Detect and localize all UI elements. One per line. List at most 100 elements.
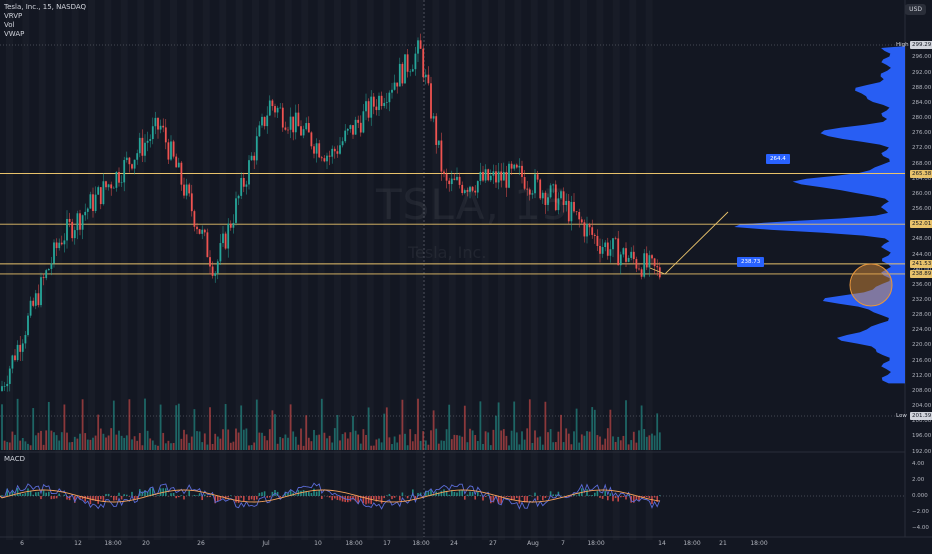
- candle: [97, 187, 99, 194]
- macd-histogram-bar: [441, 491, 443, 496]
- macd-pane-label[interactable]: MACD: [4, 455, 25, 463]
- volume-bar: [357, 434, 359, 450]
- candle: [420, 40, 422, 48]
- volume-bar: [212, 444, 214, 450]
- session-band: [170, 0, 177, 540]
- volume-bar: [490, 445, 492, 450]
- volume-bar: [339, 440, 341, 450]
- candle: [100, 187, 102, 204]
- volume-bar: [628, 444, 630, 450]
- volume-bar: [464, 406, 466, 450]
- candle: [51, 263, 53, 269]
- volume-bar: [446, 429, 448, 450]
- macd-histogram-bar: [534, 493, 536, 496]
- volume-bar: [157, 446, 159, 450]
- candle: [516, 165, 518, 168]
- volume-bar: [220, 439, 222, 450]
- macd-histogram-bar: [22, 494, 24, 496]
- volume-bar: [331, 443, 333, 450]
- candle: [412, 69, 414, 71]
- volume-bar: [399, 435, 401, 450]
- session-band: [482, 0, 489, 540]
- macd-histogram-bar: [537, 496, 539, 500]
- candle: [521, 166, 523, 177]
- indicator-vrvp[interactable]: VRVP: [4, 12, 86, 21]
- volume-bar: [636, 443, 638, 450]
- low-value-tag: 201.39: [910, 412, 932, 420]
- macd-histogram-bar: [402, 493, 404, 496]
- volume-bar: [495, 416, 497, 450]
- session-band: [449, 0, 456, 540]
- volume-bar: [560, 415, 562, 450]
- volume-bar: [92, 438, 94, 450]
- volume-bar: [82, 399, 84, 450]
- candle: [22, 343, 24, 351]
- candle: [370, 97, 372, 118]
- volume-bar: [363, 429, 365, 450]
- macd-histogram-bar: [194, 495, 196, 496]
- volume-bar: [409, 429, 411, 450]
- volume-bar: [248, 445, 250, 450]
- volume-bar: [581, 434, 583, 450]
- volume-bar: [448, 405, 450, 450]
- candle: [214, 273, 216, 276]
- candle: [1, 386, 3, 391]
- macd-histogram-bar: [461, 490, 463, 496]
- volume-bar: [441, 440, 443, 450]
- candle: [48, 269, 50, 270]
- indicator-vol[interactable]: Vol: [4, 21, 86, 30]
- volume-bar: [4, 441, 6, 450]
- session-band: [203, 0, 210, 540]
- volume-bar: [134, 436, 136, 450]
- volume-bar: [396, 443, 398, 450]
- candle: [417, 40, 419, 53]
- candle: [56, 242, 58, 248]
- volume-bar: [253, 443, 255, 450]
- candle: [134, 160, 136, 169]
- volume-bar: [264, 436, 266, 450]
- volume-bar: [324, 433, 326, 450]
- macd-histogram-bar: [243, 496, 245, 501]
- price-tick: 224.00: [912, 327, 931, 333]
- macd-histogram-bar: [391, 496, 393, 499]
- volume-bar: [368, 407, 370, 450]
- level-price-tag: 265.38: [910, 170, 932, 178]
- price-tick: 260.00: [912, 191, 931, 197]
- candle: [264, 117, 266, 126]
- volume-bar: [25, 441, 27, 450]
- volume-bar: [415, 434, 417, 450]
- volume-bar: [334, 428, 336, 450]
- volume-bar: [318, 435, 320, 450]
- macd-histogram-bar: [464, 496, 466, 500]
- volume-bar: [373, 446, 375, 450]
- candle: [625, 248, 627, 262]
- volume-bar: [438, 444, 440, 450]
- volume-bar: [71, 442, 73, 450]
- indicator-vwap[interactable]: VWAP: [4, 30, 86, 39]
- volume-bar: [35, 435, 37, 450]
- candle: [113, 188, 115, 189]
- candle: [225, 234, 227, 249]
- candle: [381, 96, 383, 106]
- candle: [142, 138, 144, 156]
- currency-badge[interactable]: USD: [905, 4, 926, 15]
- volume-bar: [27, 444, 29, 450]
- candle: [357, 120, 359, 123]
- volume-bar: [240, 405, 242, 450]
- volume-bar: [79, 434, 81, 450]
- volume-bar: [506, 436, 508, 450]
- session-band: [268, 0, 275, 540]
- candle: [313, 146, 315, 153]
- macd-histogram-bar: [100, 496, 102, 499]
- volume-bar: [201, 442, 203, 450]
- volume-bar: [136, 441, 138, 450]
- macd-histogram-bar: [407, 496, 409, 498]
- candle: [376, 107, 378, 110]
- session-band: [236, 0, 243, 540]
- candle: [519, 166, 521, 168]
- symbol-title[interactable]: Tesla, Inc., 15, NASDAQ: [4, 3, 86, 12]
- volume-bar: [641, 405, 643, 450]
- volume-bar: [503, 429, 505, 450]
